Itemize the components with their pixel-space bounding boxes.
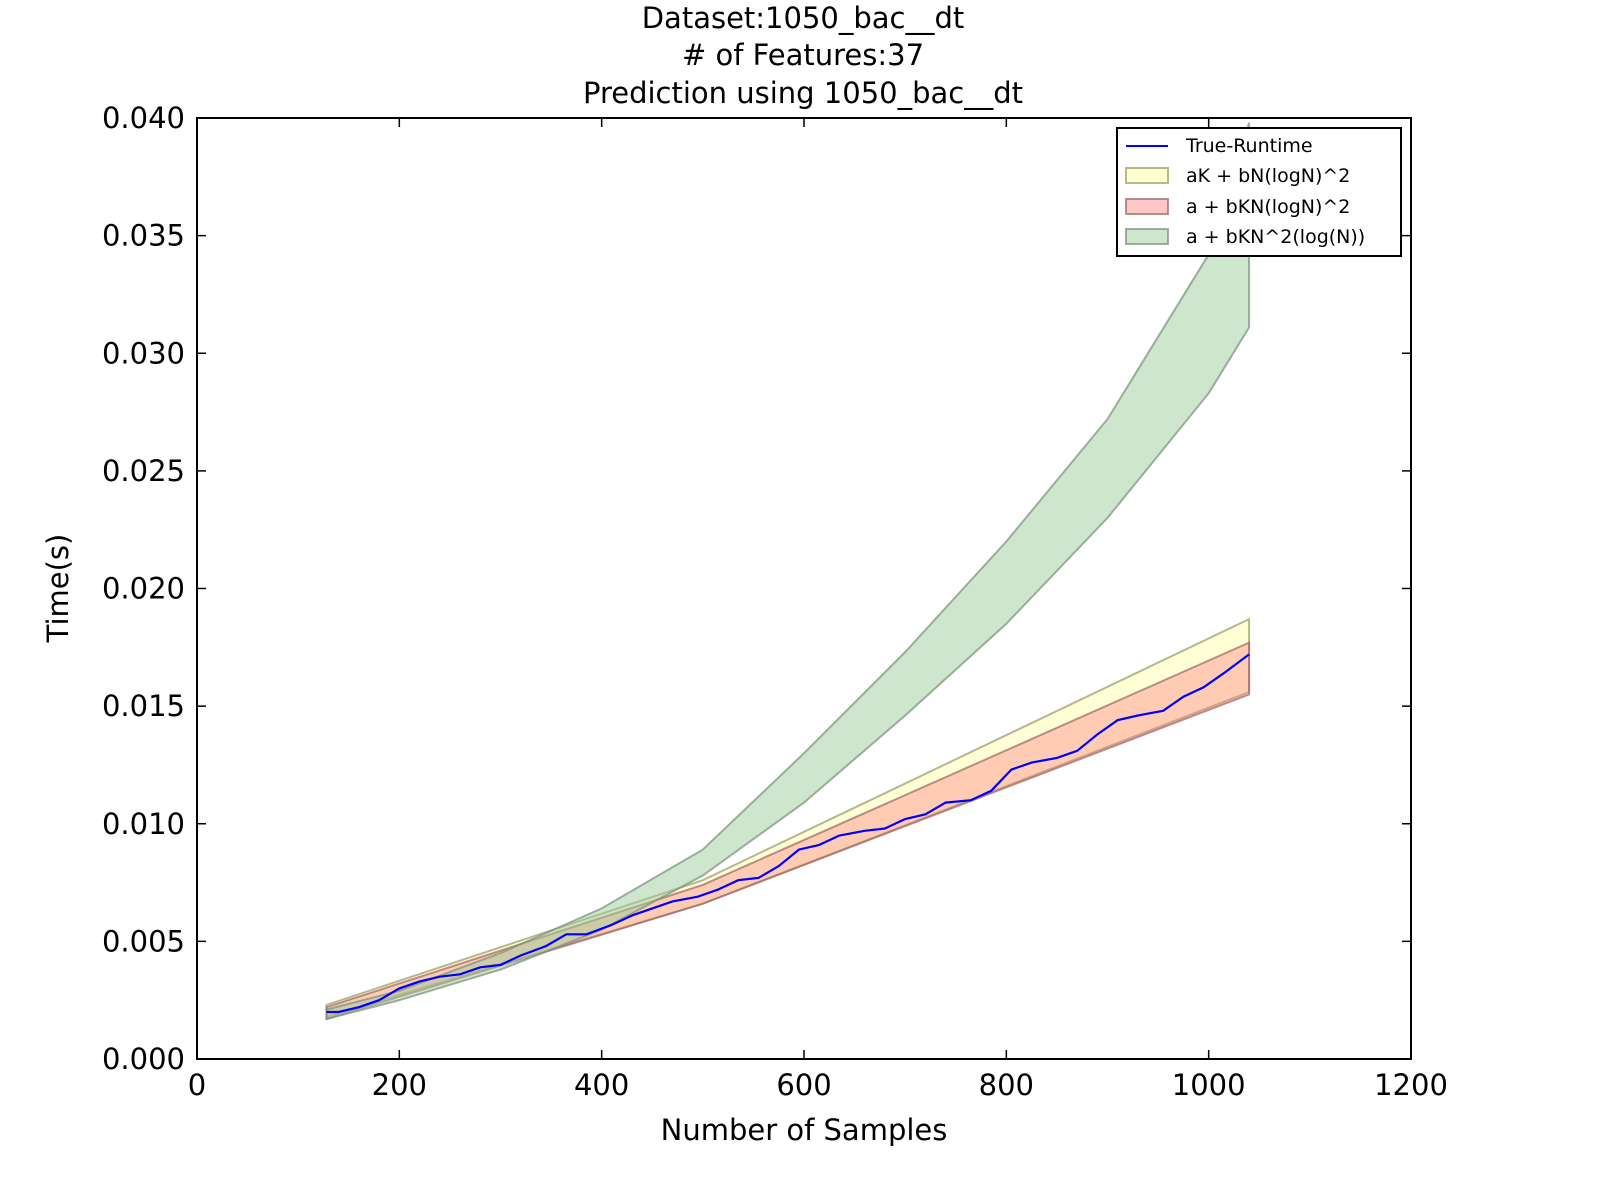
chart-title-line-1: Dataset:1050_bac__dt <box>642 1 965 35</box>
y-tick-label: 0.015 <box>102 689 185 723</box>
ticks-layer: 0 200 400 600 800 1000 1200 0.000 0.005 0.010 0.01… <box>102 101 1448 1102</box>
legend: True-Runtime aK + bN(logN)^2 a + bKN(log… <box>1116 127 1402 257</box>
x-tick-label: 200 <box>372 1068 427 1102</box>
x-tick-label: 0 <box>188 1068 206 1102</box>
x-tick-label: 1000 <box>1172 1068 1246 1102</box>
y-tick-label: 0.005 <box>102 924 185 958</box>
y-tick-label: 0.040 <box>102 101 185 135</box>
lines-layer <box>326 653 1250 1014</box>
legend-swatch-a-bkn-logn2 <box>1125 198 1169 215</box>
chart-title-line-3: Prediction using 1050_bac__dt <box>583 76 1023 110</box>
y-tick-label: 0.020 <box>102 572 185 606</box>
legend-frame <box>1116 127 1402 257</box>
x-tick-label: 600 <box>776 1068 831 1102</box>
legend-swatch-ak-bn-logn2 <box>1125 167 1169 184</box>
x-axis-label: Number of Samples <box>661 1113 948 1147</box>
legend-swatch-a-bkn2-logn <box>1125 228 1169 245</box>
legend-label-a-bkn2-logn: a + bKN^2(log(N)) <box>1186 226 1365 248</box>
y-tick-label: 0.025 <box>102 454 185 488</box>
x-tick-label: 400 <box>574 1068 629 1102</box>
chart-title-line-2: # of Features:37 <box>682 38 924 72</box>
x-tick-label: 800 <box>979 1068 1034 1102</box>
x-tick-label: 1200 <box>1374 1068 1448 1102</box>
y-tick-label: 0.010 <box>102 807 185 841</box>
y-tick-label: 0.035 <box>102 219 185 253</box>
legend-label-a-bkn-logn2: a + bKN(logN)^2 <box>1186 196 1350 218</box>
y-tick-label: 0.030 <box>102 336 185 370</box>
legend-label-ak-bn-logn2: aK + bN(logN)^2 <box>1186 165 1350 187</box>
y-tick-label: 0.000 <box>102 1042 185 1076</box>
legend-label-true-runtime: True-Runtime <box>1185 135 1313 157</box>
series-line-true-runtime <box>326 653 1250 1014</box>
y-axis-label: Time(s) <box>41 534 75 644</box>
band-a-bkn-2-log-n <box>325 122 1251 1021</box>
